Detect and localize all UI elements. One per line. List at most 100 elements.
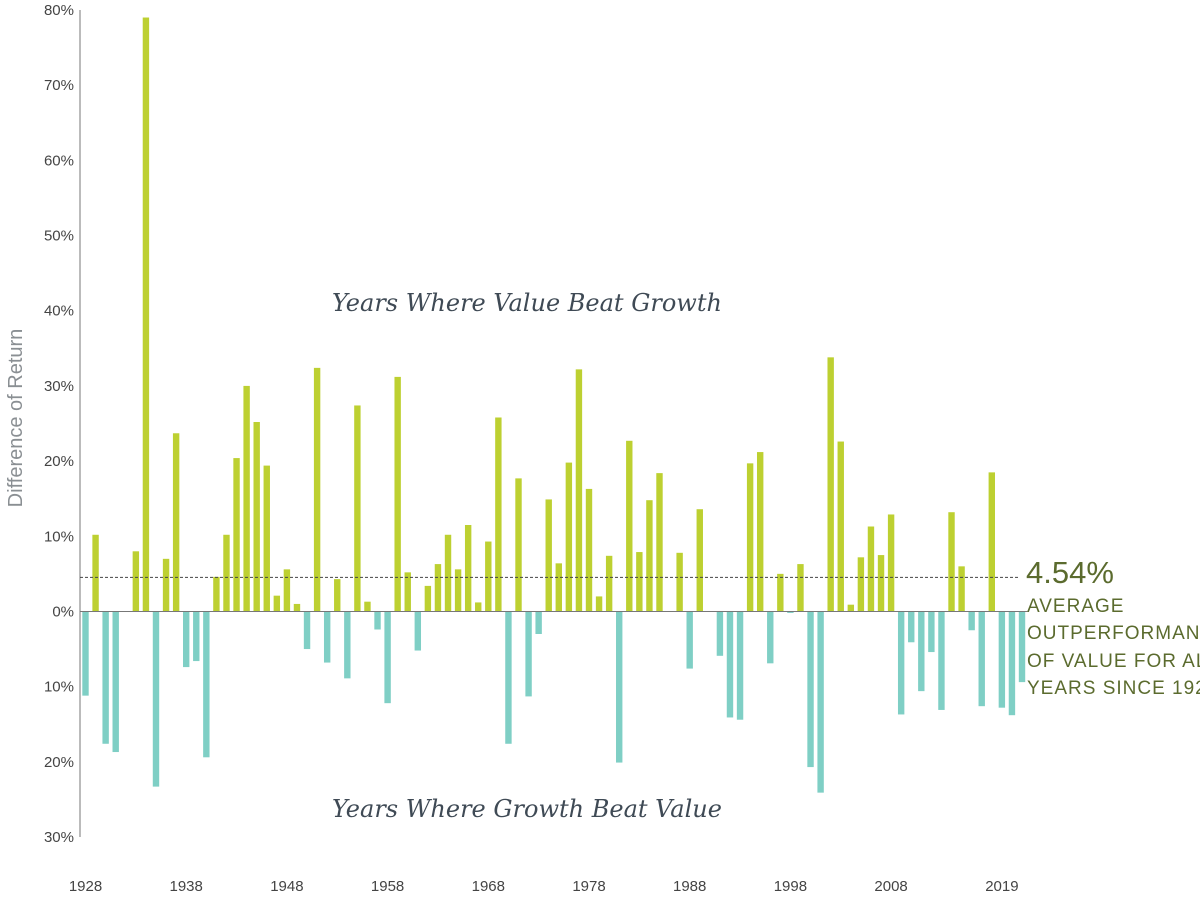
bar — [374, 611, 381, 630]
y-tick-label: 10% — [44, 679, 74, 696]
y-axis-ticks: 80% 70% 60% 50% 40% 30% 20% 10% 0% 10% 20% 30% — [44, 2, 74, 846]
bar — [535, 611, 542, 634]
bar — [777, 573, 784, 612]
bar — [152, 611, 160, 787]
bar — [92, 534, 99, 612]
bar — [877, 555, 885, 612]
bar — [837, 441, 844, 612]
bar — [978, 611, 985, 707]
y-axis-label: Difference of Return — [5, 329, 27, 508]
y-tick-label: 30% — [44, 829, 74, 846]
bar — [183, 611, 190, 668]
bar — [716, 611, 724, 656]
bar — [293, 603, 301, 612]
x-axis-ticks: 1928 1938 1948 1958 1968 1978 1988 1998 2008 2019 — [69, 878, 1019, 895]
x-tick-label: 2008 — [874, 878, 907, 895]
average-value-label: 4.54% — [1026, 555, 1114, 590]
bar — [756, 452, 764, 612]
x-tick-label: 1998 — [774, 878, 807, 895]
bar — [384, 611, 391, 704]
bar — [545, 499, 552, 612]
bar — [656, 473, 663, 612]
x-tick-label: 1958 — [371, 878, 404, 895]
bar — [767, 611, 774, 664]
bar — [454, 569, 462, 612]
bar — [172, 433, 180, 612]
bar — [787, 611, 794, 613]
bar — [193, 611, 200, 662]
bars — [82, 17, 1026, 793]
average-caption-line-4: YEARS SINCE 1928 — [1027, 678, 1200, 699]
x-tick-label: 1928 — [69, 878, 102, 895]
bar — [646, 500, 653, 612]
x-tick-label: 1968 — [472, 878, 505, 895]
bar — [958, 566, 965, 612]
bar — [746, 463, 754, 612]
bar — [414, 611, 422, 651]
y-tick-label: 80% — [44, 2, 74, 19]
bar — [475, 602, 482, 612]
bar — [1008, 611, 1016, 716]
bar — [797, 564, 804, 612]
average-caption-line-3: OF VALUE FOR ALL — [1027, 651, 1200, 672]
y-tick-label: 30% — [44, 378, 74, 395]
bar — [555, 563, 562, 612]
bar — [1018, 611, 1026, 683]
bar — [394, 376, 401, 612]
bar — [696, 509, 703, 612]
bar — [857, 557, 865, 612]
bar — [313, 367, 321, 612]
average-caption-line-2: OUTPERFORMANCE — [1027, 623, 1200, 644]
bar — [726, 611, 734, 718]
bar — [344, 611, 351, 679]
bar — [636, 552, 643, 612]
bar — [253, 422, 260, 612]
bar — [827, 357, 834, 612]
bar — [968, 611, 975, 631]
bar — [303, 611, 311, 650]
bar — [233, 458, 240, 612]
bar — [585, 488, 593, 612]
bar — [595, 596, 603, 612]
y-tick-label: 20% — [44, 453, 74, 470]
bar — [354, 405, 361, 612]
bar — [616, 611, 623, 763]
bar — [263, 465, 270, 612]
x-tick-label: 1978 — [572, 878, 605, 895]
y-tick-label: 40% — [44, 303, 74, 320]
bar — [434, 564, 442, 612]
bar — [404, 572, 411, 612]
bar — [142, 17, 150, 612]
bar — [948, 512, 955, 612]
bar — [485, 541, 492, 612]
x-tick-label: 1948 — [270, 878, 303, 895]
bar — [323, 611, 331, 663]
bar — [515, 478, 522, 612]
bar — [817, 611, 824, 793]
bar — [203, 611, 210, 758]
bar — [918, 611, 925, 692]
y-tick-label: 0% — [52, 603, 74, 620]
bar — [988, 472, 995, 612]
y-tick-label: 20% — [44, 754, 74, 771]
bar — [162, 558, 170, 612]
bar — [867, 526, 875, 612]
bar — [908, 611, 915, 643]
bar — [464, 525, 472, 612]
bar — [525, 611, 532, 697]
bar — [283, 569, 291, 612]
x-tick-label: 1938 — [170, 878, 203, 895]
bar — [626, 440, 633, 612]
bar — [938, 611, 945, 710]
bar — [928, 611, 935, 653]
bar — [575, 369, 583, 612]
bar — [243, 385, 250, 612]
y-tick-label: 70% — [44, 77, 74, 94]
bar — [605, 555, 613, 612]
bar — [132, 551, 140, 612]
bar — [565, 462, 573, 612]
bar — [223, 534, 230, 612]
bar — [102, 611, 109, 744]
bar — [82, 611, 89, 696]
